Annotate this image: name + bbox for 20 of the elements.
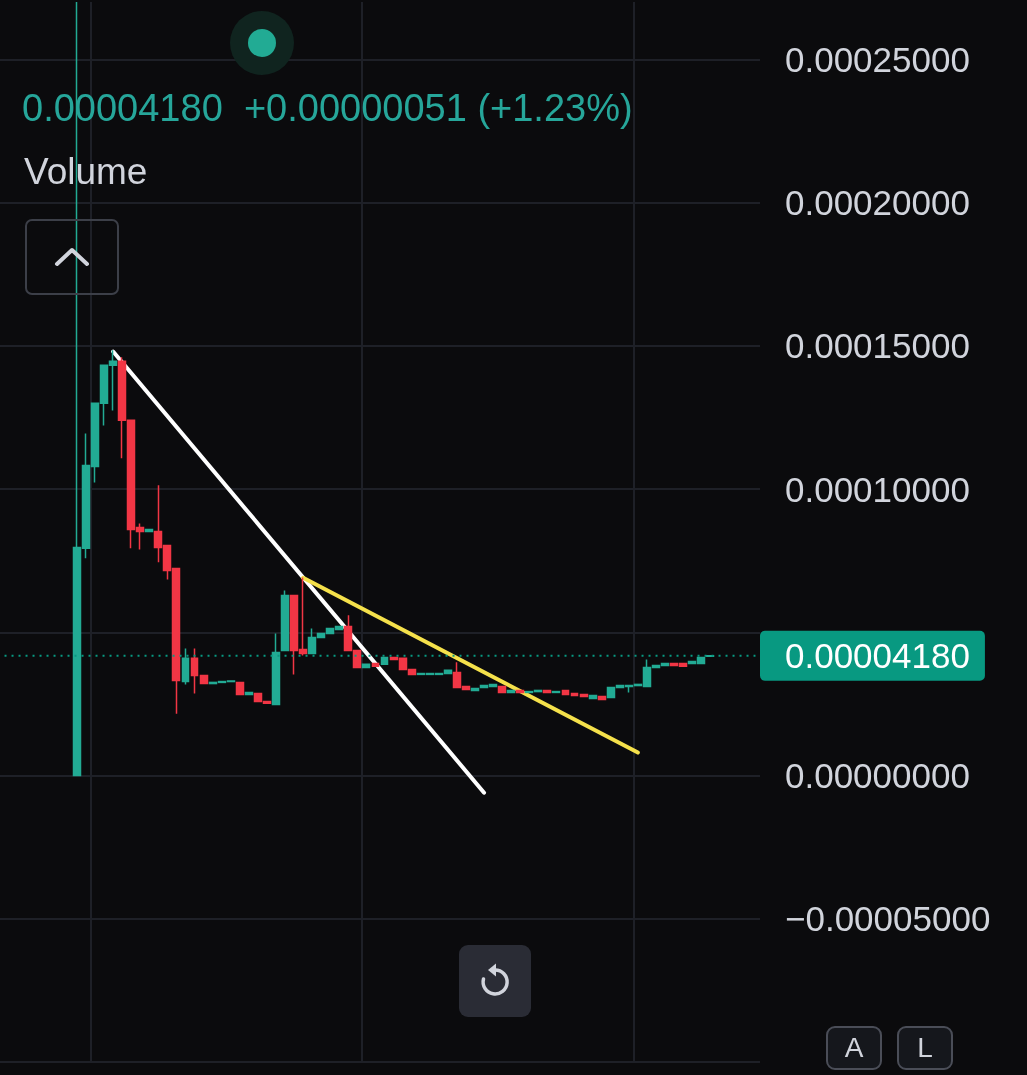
candlestick <box>561 689 570 696</box>
y-tick-label: 0.00015000 <box>785 326 970 366</box>
candlestick <box>235 681 245 696</box>
candlestick <box>190 647 199 695</box>
candlestick <box>280 589 290 652</box>
ref-line-label: 0.00004180 <box>785 636 970 676</box>
candlestick <box>380 656 389 666</box>
y-tick-label: 0.00025000 <box>785 39 970 79</box>
candlestick <box>199 674 209 685</box>
candlestick <box>588 694 598 700</box>
candlestick <box>271 632 281 706</box>
y-tick-label: 0.00020000 <box>785 183 970 223</box>
y-tick-label: 0.00010000 <box>785 469 970 509</box>
letter-button: A <box>826 1026 882 1070</box>
y-tick-label: 0.00000000 <box>785 756 970 796</box>
letter-button: L <box>897 1026 953 1070</box>
y-tick-label: −0.00005000 <box>785 899 991 939</box>
candlestick <box>497 685 507 694</box>
candlestick <box>371 662 380 668</box>
candlestick <box>181 647 190 686</box>
